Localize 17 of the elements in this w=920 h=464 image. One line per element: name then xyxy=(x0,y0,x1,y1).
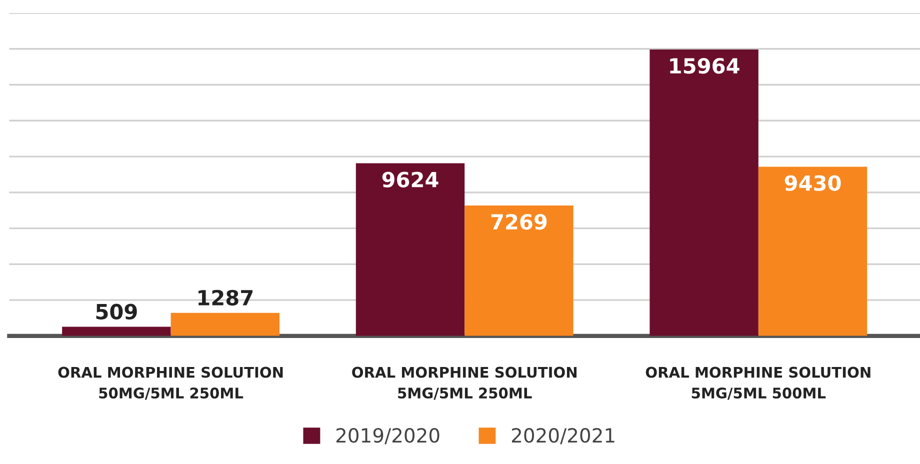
data-label: 9430 xyxy=(784,175,841,191)
data-label: 1287 xyxy=(198,290,252,306)
bar xyxy=(650,50,758,336)
legend-label: 2019/2020 xyxy=(336,428,440,444)
bar xyxy=(356,163,465,336)
data-label: 7269 xyxy=(491,214,547,230)
legend-label: 2020/2021 xyxy=(512,428,614,444)
data-label: 509 xyxy=(96,304,137,320)
bar xyxy=(758,166,868,336)
data-label: 15964 xyxy=(670,58,740,74)
x-tick-label: ORAL MORPHINE SOLUTION 5MG/5ML 250ML xyxy=(352,366,576,400)
data-label: 9624 xyxy=(382,172,438,188)
x-tick-label: ORAL MORPHINE SOLUTION 50MG/5ML 250ML xyxy=(58,366,283,400)
bar xyxy=(170,312,280,336)
bar xyxy=(464,206,574,336)
bar xyxy=(62,326,171,336)
x-tick-label: ORAL MORPHINE SOLUTION 5MG/5ML 500ML xyxy=(646,366,870,400)
